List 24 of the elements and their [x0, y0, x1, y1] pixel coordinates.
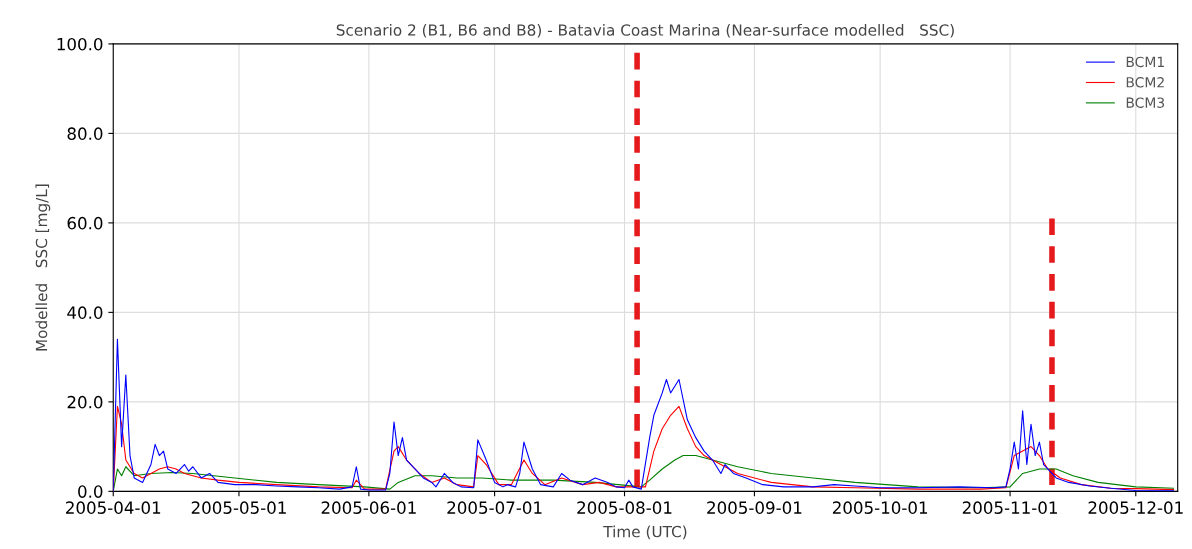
line-series	[113, 338, 1175, 492]
x-tick-label: 2005-10-01	[832, 501, 928, 514]
y-axis-title: Modelled SSC [mg/L]	[35, 184, 51, 351]
legend-label: BCM2	[1126, 77, 1164, 88]
y-tick-label: 60.0	[67, 216, 103, 230]
x-tick-label: 2005-09-01	[707, 501, 802, 514]
y-tick-label: 0.0	[78, 485, 103, 498]
legend-label: BCM1	[1126, 56, 1164, 68]
x-tick-label: 2005-06-01	[321, 501, 416, 514]
y-tick-label: 20.0	[67, 395, 103, 409]
line-series	[113, 455, 1175, 492]
y-tick-label: 40.0	[67, 306, 103, 319]
x-tick-label: 2005-07-01	[447, 501, 542, 514]
y-tick-label: 80.0	[67, 127, 103, 140]
x-tick-label: 2005-08-01	[577, 501, 672, 514]
x-tick-label: 2005-11-01	[962, 501, 1057, 514]
x-tick-label: 2005-05-01	[191, 501, 286, 514]
legend-label: BCM3	[1126, 97, 1165, 108]
line-series	[113, 405, 1175, 492]
chart-title: Scenario 2 (B1, B6 and B8) - Batavia Coast Marina (Near-surface modelled SSC)	[336, 23, 954, 38]
x-tick-label: 2005-04-01	[66, 501, 161, 514]
x-tick-label: 2005-12-01	[1088, 501, 1183, 514]
y-tick-label: 100.0	[57, 37, 103, 51]
x-axis-title: Time (UTC)	[603, 525, 687, 540]
